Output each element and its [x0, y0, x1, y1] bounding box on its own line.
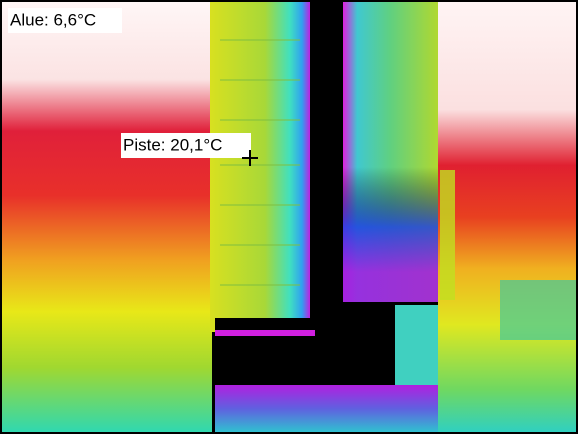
dark-sill [215, 318, 400, 388]
left-wall [2, 2, 212, 432]
point-label: Piste: 20,1°C [123, 135, 222, 154]
floor-strip [215, 385, 455, 432]
point-label-bg [121, 133, 251, 158]
sill-edge [215, 330, 315, 336]
area-label: Alue: 6,6°C [10, 10, 96, 29]
crosshair [242, 150, 258, 166]
right-wall [438, 2, 576, 432]
right-edge [440, 170, 455, 300]
right-spot [500, 280, 576, 340]
right-panel-shade [343, 2, 438, 302]
panel-stripes [220, 39, 300, 286]
window-panel [210, 2, 310, 332]
area-label-bg [8, 8, 122, 33]
